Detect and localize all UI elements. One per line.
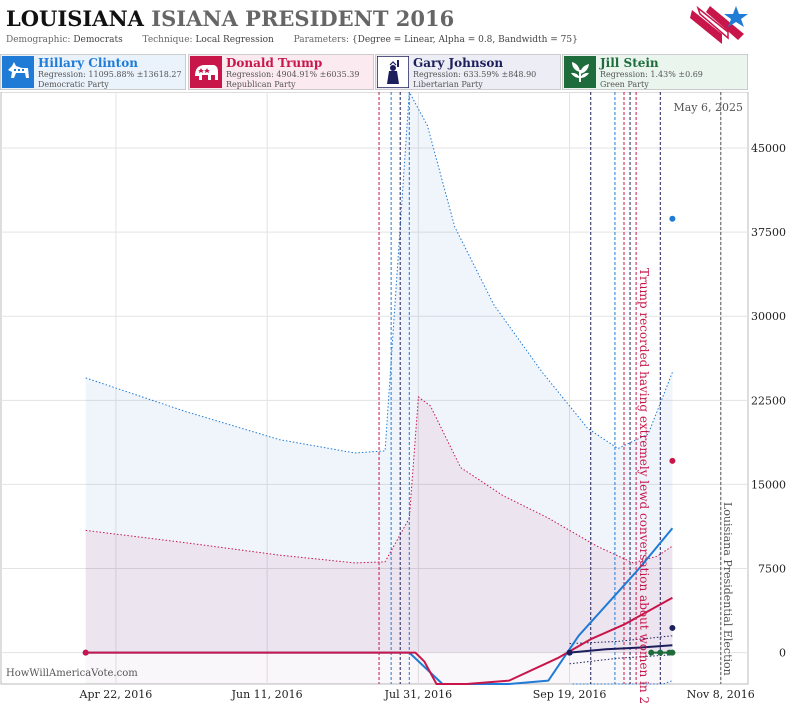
candidate-name: Hillary Clinton xyxy=(38,56,138,70)
candidate-name: Donald Trump xyxy=(226,56,323,70)
site-logo-icon xyxy=(690,5,748,44)
y-tick-label: 45000 xyxy=(751,142,786,155)
data-point xyxy=(82,649,89,656)
confidence-band-fill xyxy=(85,92,673,653)
confidence-band-line xyxy=(85,92,673,454)
candidate-party: Libertarian Party xyxy=(413,80,483,89)
liberty-icon xyxy=(377,56,409,88)
data-point xyxy=(669,624,676,631)
candidate-regression: Regression: 1.43% ±0.69 xyxy=(600,70,703,79)
candidate-card-trump[interactable]: Donald Trump Regression: 4904.91% ±6035.… xyxy=(188,54,374,90)
y-tick-label: 30000 xyxy=(751,310,786,323)
page-title: LOUISIANA ISIANA PRESIDENT 2016 xyxy=(6,6,454,31)
parameters-row: Demographic: Democrats Technique: Local … xyxy=(6,35,578,45)
series-line xyxy=(85,527,674,685)
chart-header: LOUISIANA ISIANA PRESIDENT 2016 Demograp… xyxy=(0,0,789,92)
chart-canvas: 0 7500 15000 22500 30000 37500 45000 Apr 22, 20… xyxy=(0,92,786,704)
data-point xyxy=(648,649,655,656)
confidence-band-line xyxy=(85,396,673,564)
candidate-regression: Regression: 4904.91% ±6035.39 xyxy=(226,70,360,79)
leaf-icon xyxy=(564,56,596,88)
candidate-party: Republican Party xyxy=(226,80,296,89)
title-rest: ISIANA PRESIDENT 2016 xyxy=(151,6,455,31)
candidate-regression: Regression: 11095.88% ±13618.27 xyxy=(38,70,182,79)
candidate-party: Green Party xyxy=(600,80,649,89)
demographic-value: Democrats xyxy=(73,35,123,45)
x-tick-label: Jul 31, 2016 xyxy=(384,688,453,701)
y-tick-label: 15000 xyxy=(751,478,786,491)
date-stamp: May 6, 2025 xyxy=(673,101,743,114)
technique-label: Technique: xyxy=(142,35,193,45)
candidate-card-stein[interactable]: Jill Stein Regression: 1.43% ±0.69 Green… xyxy=(562,54,748,90)
elephant-icon xyxy=(190,56,222,88)
y-tick-label: 7500 xyxy=(758,563,786,576)
x-tick-label: Nov 8, 2016 xyxy=(687,688,755,701)
candidate-party: Democratic Party xyxy=(38,80,109,89)
y-tick-label: 37500 xyxy=(751,226,786,239)
series-line xyxy=(85,596,673,685)
x-tick-label: Sep 19, 2016 xyxy=(533,688,607,701)
demographic-label: Demographic: xyxy=(6,35,71,45)
parameters-label: Parameters: xyxy=(293,35,350,45)
candidate-name: Gary Johnson xyxy=(413,56,504,70)
technique-value: Local Regression xyxy=(195,35,274,45)
confidence-band-line xyxy=(569,635,673,645)
candidate-card-johnson[interactable]: Gary Johnson Regression: 633.59% ±848.90… xyxy=(375,54,561,90)
y-tick-label: 0 xyxy=(779,647,786,660)
donkey-icon xyxy=(2,56,34,88)
candidate-card-clinton[interactable]: Hillary Clinton Regression: 11095.88% ±1… xyxy=(0,54,186,90)
data-point xyxy=(669,649,676,656)
regression-chart: 0 7500 15000 22500 30000 37500 45000 Apr 22, 20… xyxy=(0,92,789,704)
candidate-name: Jill Stein xyxy=(600,56,659,70)
candidate-regression: Regression: 633.59% ±848.90 xyxy=(413,70,537,79)
x-tick-label: Apr 22, 2016 xyxy=(79,688,153,701)
data-point xyxy=(669,215,676,222)
watermark: HowWillAmericaVote.com xyxy=(6,668,138,679)
x-tick-label: Jun 11, 2016 xyxy=(231,688,303,701)
data-point xyxy=(669,457,676,464)
parameters-value: {Degree = Linear, Alpha = 0.8, Bandwidth… xyxy=(351,35,578,45)
annotation-election: Louisiana Presidential Election xyxy=(721,502,734,676)
title-state: LOUISIANA xyxy=(6,6,144,31)
confidence-band-fill xyxy=(85,397,673,653)
confidence-band-line xyxy=(569,654,673,665)
annotation-trump-event: Trump recorded having extremely lewd con… xyxy=(637,268,651,704)
data-point xyxy=(566,649,573,656)
data-point xyxy=(657,649,664,656)
y-tick-label: 22500 xyxy=(751,394,786,407)
series-line xyxy=(569,644,673,654)
